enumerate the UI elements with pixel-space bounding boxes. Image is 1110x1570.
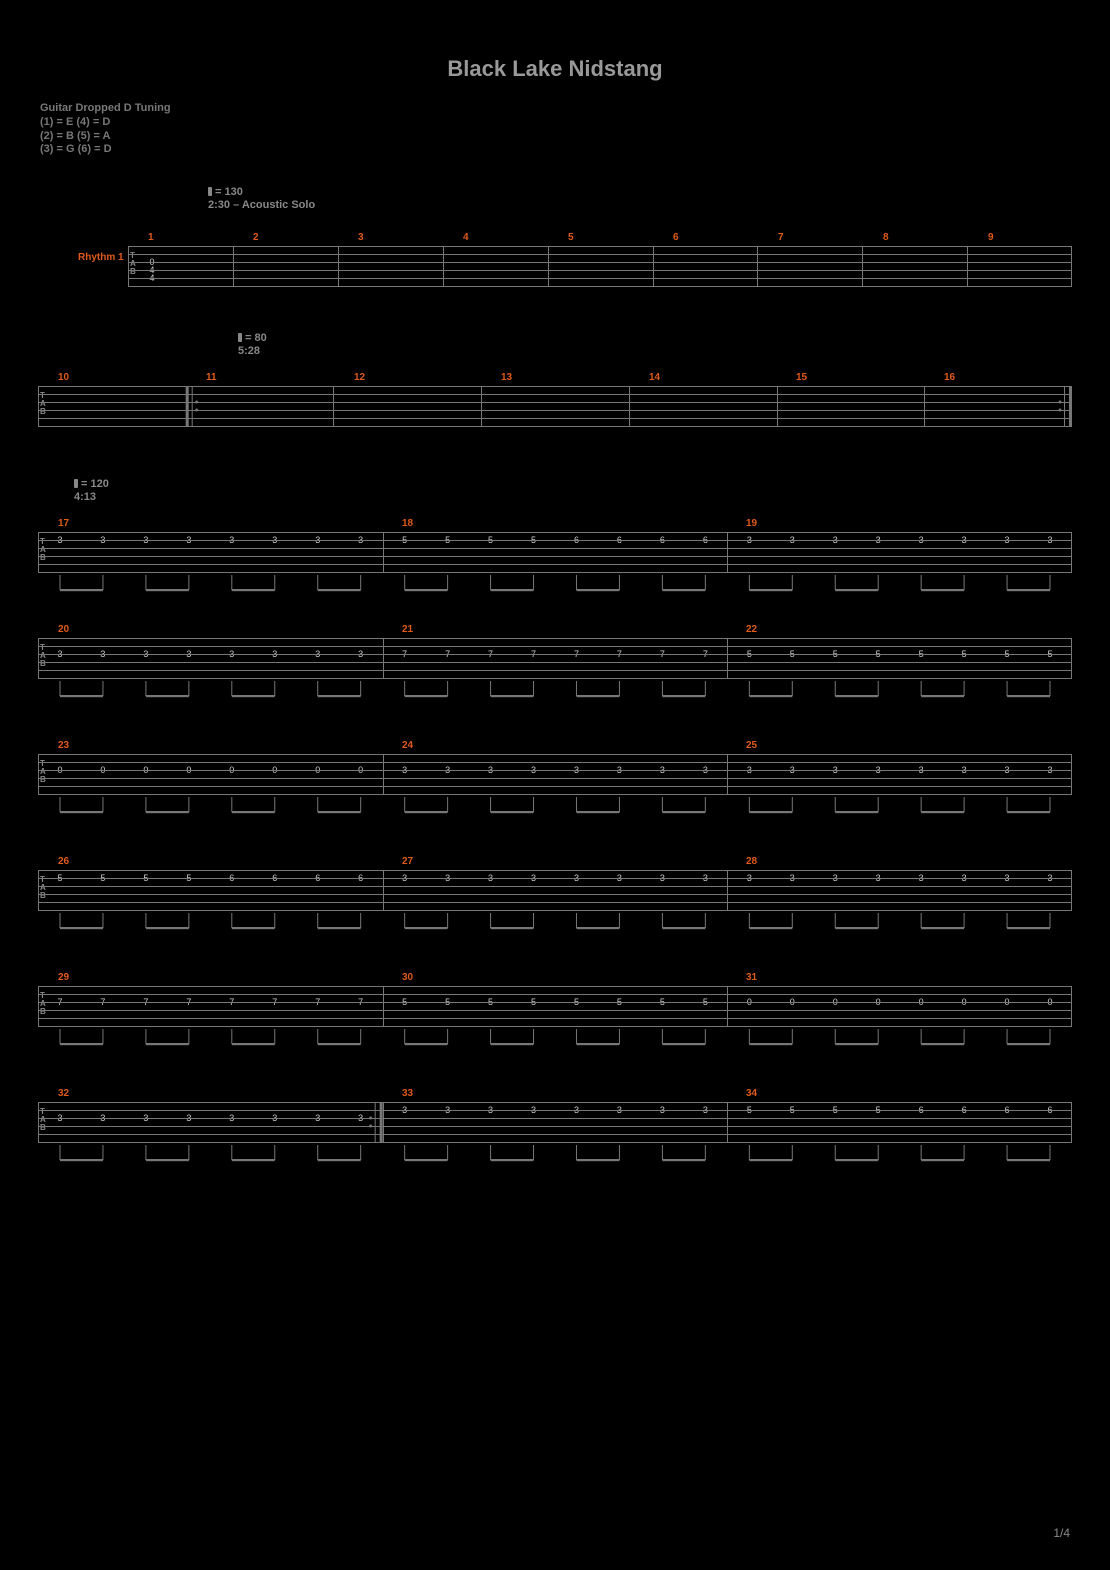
bar-number: 3 [358,232,364,243]
tab-staff: TAB232425000000003333333333333333 [38,754,1072,824]
bar-number: 8 [883,232,889,243]
bar-number: 22 [746,624,757,635]
bar-number: 20 [58,624,69,635]
tuning-line: (3) = G (6) = D [40,143,171,157]
bar-number: 17 [58,518,69,529]
bar-number: 1 [148,232,154,243]
bar-number: 25 [746,740,757,751]
bar-number: 2 [253,232,259,243]
tab-staff: TAB171819333333335555666633333333 [38,532,1072,602]
bar-number: 19 [746,518,757,529]
bar-number: 32 [58,1088,69,1099]
bar-number: 21 [402,624,413,635]
bar-number: 30 [402,972,413,983]
bar-number: 29 [58,972,69,983]
bar-number: 31 [746,972,757,983]
bar-number: 27 [402,856,413,867]
bar-number: 14 [649,372,660,383]
tab-staff: TAB202122333333337777777755555555 [38,638,1072,708]
bar-number: 10 [58,372,69,383]
page-number: 1/4 [1053,1526,1070,1540]
bar-number: 6 [673,232,679,243]
bar-number: 16 [944,372,955,383]
bar-number: 33 [402,1088,413,1099]
section-label: 4:13 [74,491,109,504]
tab-staff: TAB262728555566663333333333333333 [38,870,1072,940]
section-label: 5:28 [238,345,267,358]
tab-staff: TAB123456789044 [128,246,1072,316]
tempo-bpm: = 120 [81,478,109,490]
tempo-bpm: = 80 [245,332,267,344]
bar-number: 34 [746,1088,757,1099]
bar-number: 13 [501,372,512,383]
bar-number: 9 [988,232,994,243]
bar-number: 11 [206,372,217,383]
tuning-header: Guitar Dropped D Tuning [40,102,171,116]
section-label: 2:30 – Acoustic Solo [208,199,315,212]
bar-number: 12 [354,372,365,383]
bar-number: 28 [746,856,757,867]
bar-number: 18 [402,518,413,529]
tab-staff: TAB293031777777775555555500000000 [38,986,1072,1056]
bar-number: 7 [778,232,784,243]
bar-number: 5 [568,232,574,243]
tempo-bpm: = 130 [215,186,243,198]
tempo-marking: = 805:28 [238,332,267,357]
tab-staff: TAB323334333333333333333355556666 [38,1102,1072,1172]
track-label: Rhythm 1 [78,252,124,263]
tuning-line: (1) = E (4) = D [40,116,171,130]
tuning-line: (2) = B (5) = A [40,130,171,144]
tempo-marking: = 1302:30 – Acoustic Solo [208,186,315,211]
tab-staff: TAB10111213141516 [38,386,1072,456]
bar-number: 23 [58,740,69,751]
bar-number: 26 [58,856,69,867]
tempo-marking: = 1204:13 [74,478,109,503]
page-title: Black Lake Nidstang [0,0,1110,82]
tuning-info: Guitar Dropped D Tuning (1) = E (4) = D … [40,102,171,157]
bar-number: 4 [463,232,469,243]
bar-number: 24 [402,740,413,751]
bar-number: 15 [796,372,807,383]
